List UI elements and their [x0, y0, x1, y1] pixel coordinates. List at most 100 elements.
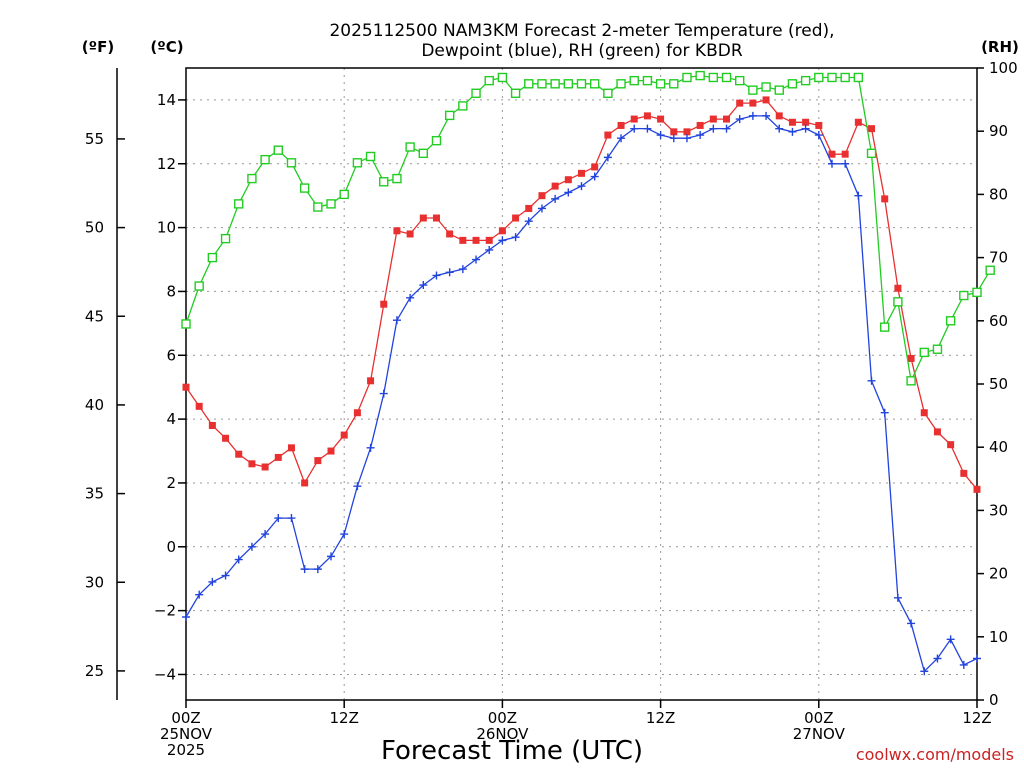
rh-tick-label: 90 [989, 122, 1008, 140]
data-point [551, 182, 559, 190]
celsius-axis-label: (ºC) [150, 38, 183, 56]
data-point [247, 173, 257, 184]
data-point [723, 115, 731, 123]
data-point [222, 434, 230, 442]
series-line [185, 99, 978, 490]
data-point [947, 441, 955, 449]
rh-axis-ticks: 0 10 20 30 40 50 60 70 80 90 100 [977, 59, 1018, 709]
data-point [920, 409, 928, 417]
data-point [444, 110, 455, 121]
fahrenheit-axis-ticks: 25 30 35 40 45 50 55 [85, 130, 125, 680]
data-point [945, 316, 956, 326]
data-point [524, 217, 533, 226]
celsius-tick-label: 0 [166, 538, 176, 556]
series-2-meter-temperature [182, 96, 981, 493]
data-point [656, 131, 665, 140]
data-point [458, 265, 467, 274]
data-point [841, 150, 849, 158]
data-point [353, 409, 361, 417]
data-point [775, 124, 784, 133]
data-point [920, 667, 929, 676]
data-point [670, 128, 678, 136]
data-point [392, 173, 402, 184]
data-point [393, 227, 401, 235]
data-point [682, 134, 691, 143]
data-point [985, 265, 995, 275]
data-point [525, 204, 533, 212]
data-point [339, 189, 349, 200]
celsius-tick-label: −4 [154, 665, 176, 683]
data-point [261, 530, 270, 539]
data-point [973, 654, 981, 663]
data-point [182, 613, 190, 622]
rh-axis-label: (RH) [981, 38, 1019, 56]
data-point [683, 128, 691, 136]
data-point [840, 72, 850, 83]
rh-tick-label: 100 [989, 59, 1018, 77]
data-point [868, 125, 876, 133]
grid-lines [186, 68, 977, 700]
celsius-axis-ticks: −4 −2 0 2 4 6 8 10 12 14 [154, 91, 186, 683]
x-tick-label: 00Z [488, 709, 517, 727]
rh-tick-label: 40 [989, 438, 1008, 456]
plot-frame [185, 67, 978, 701]
data-point [709, 124, 718, 133]
data-point [815, 121, 823, 129]
data-point [907, 354, 915, 362]
data-point [286, 158, 297, 168]
data-point [287, 444, 295, 452]
data-point [854, 118, 862, 126]
data-point [906, 376, 916, 386]
data-point [458, 101, 468, 111]
data-point [459, 236, 467, 244]
data-point [485, 236, 493, 244]
data-point [484, 75, 494, 86]
data-point [775, 112, 783, 120]
x-tick-label: 2025 [167, 741, 205, 759]
data-point [261, 463, 269, 471]
data-point [881, 195, 889, 203]
credit-text[interactable]: coolwx.com/models [856, 745, 1014, 764]
data-point [340, 431, 348, 439]
data-point [959, 290, 969, 301]
data-point [432, 214, 440, 222]
data-point [208, 421, 216, 429]
data-point [603, 88, 613, 98]
data-point [867, 376, 876, 385]
data-point [749, 99, 757, 107]
data-point [419, 214, 427, 222]
data-point [933, 428, 941, 436]
data-point [919, 347, 929, 358]
fahrenheit-tick-label: 30 [85, 573, 104, 591]
data-point [762, 96, 770, 104]
rh-tick-label: 50 [989, 375, 1008, 393]
data-point [511, 233, 520, 242]
data-point [630, 115, 638, 123]
celsius-tick-label: 12 [157, 155, 176, 173]
x-tick-label: 27NOV [793, 725, 846, 743]
data-point [894, 284, 902, 292]
data-point [880, 408, 889, 417]
data-point [235, 450, 243, 458]
x-tick-label: 12Z [646, 709, 675, 727]
data-point [274, 514, 283, 523]
data-point [800, 75, 811, 86]
x-tick-label: 26NOV [476, 725, 529, 743]
rh-tick-label: 10 [989, 628, 1008, 646]
data-point [379, 177, 389, 187]
data-point [301, 479, 309, 487]
fahrenheit-tick-label: 25 [85, 662, 104, 680]
data-point [827, 159, 836, 168]
data-point [471, 88, 481, 98]
data-point [893, 297, 903, 307]
data-point [577, 182, 586, 191]
data-point [313, 202, 323, 212]
data-point [220, 233, 231, 244]
data-point [787, 79, 798, 89]
fahrenheit-tick-label: 50 [85, 219, 104, 237]
data-point [828, 150, 836, 158]
data-point [854, 191, 863, 200]
fahrenheit-tick-label: 40 [85, 396, 104, 414]
chart-title-line-2: Dewpoint (blue), RH (green) for KBDR [421, 41, 742, 61]
